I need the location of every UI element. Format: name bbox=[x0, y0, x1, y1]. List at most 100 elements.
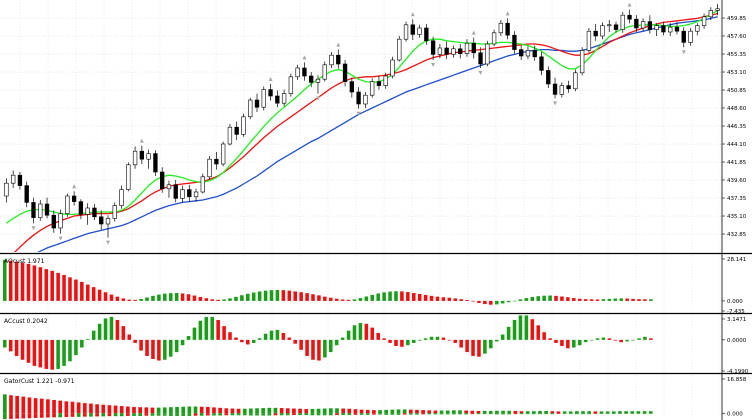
histogram-bar bbox=[631, 298, 635, 301]
histogram-bar bbox=[204, 316, 209, 340]
histogram-bar-lower bbox=[267, 413, 272, 416]
histogram-bar bbox=[500, 334, 505, 340]
histogram-bar bbox=[74, 339, 78, 356]
histogram-bar bbox=[322, 408, 327, 414]
ac-panel: ACcust 0.2042 bbox=[3, 315, 653, 370]
histogram-bar bbox=[85, 284, 90, 301]
histogram-bar bbox=[423, 338, 428, 340]
histogram-bar-lower bbox=[599, 413, 604, 414]
histogram-bar bbox=[411, 339, 416, 343]
histogram-bar-lower bbox=[89, 413, 93, 417]
histogram-bar bbox=[611, 411, 616, 414]
histogram-bar bbox=[364, 296, 369, 301]
fractal-up-icon bbox=[410, 12, 415, 17]
histogram-bar bbox=[285, 408, 290, 414]
histogram-bar bbox=[212, 407, 216, 414]
histogram-bar bbox=[263, 290, 268, 301]
histogram-bar bbox=[548, 295, 552, 301]
histogram-bar bbox=[500, 300, 505, 304]
candle-body bbox=[234, 126, 239, 135]
candle-body bbox=[505, 22, 510, 36]
candle-body bbox=[248, 99, 253, 118]
histogram-bar bbox=[458, 410, 462, 414]
histogram-bar bbox=[358, 323, 363, 340]
histogram-bar bbox=[329, 339, 333, 353]
candle-body bbox=[634, 18, 639, 29]
histogram-bar-lower bbox=[636, 413, 641, 414]
ma-slow-line bbox=[37, 16, 718, 252]
candle-body bbox=[146, 153, 151, 160]
indicator-tick-label: 3.1471 bbox=[727, 317, 746, 323]
histogram-bar-lower bbox=[187, 413, 192, 416]
histogram-bar bbox=[459, 339, 463, 348]
histogram-bar bbox=[175, 406, 179, 414]
candle-body bbox=[369, 81, 375, 96]
candle-body bbox=[315, 78, 321, 83]
histogram-bar bbox=[133, 299, 137, 301]
histogram-bar bbox=[441, 297, 446, 301]
histogram-bar bbox=[423, 294, 428, 301]
indicator-tick-label: 28.141 bbox=[727, 257, 746, 263]
histogram-bar bbox=[329, 297, 333, 301]
histogram-bar-lower bbox=[70, 413, 75, 417]
candle-body bbox=[187, 189, 192, 198]
histogram-bar-lower bbox=[236, 413, 241, 416]
candle-body bbox=[78, 201, 84, 215]
histogram-bar bbox=[68, 277, 72, 301]
histogram-bar-lower bbox=[611, 413, 616, 414]
histogram-bar bbox=[601, 299, 606, 301]
candle-body bbox=[701, 16, 707, 26]
candle-body bbox=[471, 42, 476, 54]
histogram-bar bbox=[127, 334, 132, 340]
histogram-bar-lower bbox=[292, 413, 296, 416]
histogram-bar bbox=[544, 411, 548, 414]
histogram-bar-lower bbox=[593, 413, 598, 414]
histogram-bar bbox=[21, 396, 26, 414]
candle-body bbox=[207, 158, 212, 178]
histogram-bar-lower bbox=[169, 413, 173, 416]
histogram-bar bbox=[525, 411, 530, 414]
histogram-bar-lower bbox=[581, 413, 585, 415]
histogram-bar bbox=[572, 298, 576, 301]
histogram-bar bbox=[471, 300, 475, 302]
histogram-bar bbox=[115, 296, 120, 301]
candle-body bbox=[627, 14, 632, 20]
candle-body bbox=[44, 203, 50, 216]
histogram-bar bbox=[162, 407, 167, 414]
histogram-bar bbox=[20, 262, 25, 301]
histogram-bar-lower bbox=[249, 413, 253, 416]
candle-body bbox=[254, 99, 260, 108]
candle-body bbox=[160, 171, 165, 190]
candle-body bbox=[38, 203, 43, 218]
histogram-bar bbox=[406, 339, 410, 346]
histogram-bar-lower bbox=[76, 413, 81, 417]
histogram-bar bbox=[97, 323, 102, 340]
histogram-bar bbox=[287, 290, 292, 301]
fractal-down-icon bbox=[681, 50, 686, 55]
histogram-bar-lower bbox=[470, 413, 475, 415]
histogram-bar-lower bbox=[181, 413, 186, 416]
histogram-bar bbox=[542, 332, 546, 340]
histogram-bar bbox=[109, 294, 114, 301]
histogram-bar bbox=[346, 330, 351, 340]
histogram-bar bbox=[305, 293, 309, 301]
histogram-bar-lower bbox=[525, 413, 530, 415]
histogram-bar-lower bbox=[126, 413, 130, 416]
candle-body bbox=[4, 182, 9, 197]
histogram-bar bbox=[298, 408, 302, 414]
histogram-bar bbox=[44, 339, 49, 369]
histogram-bar bbox=[384, 409, 389, 414]
candle-body bbox=[10, 174, 16, 184]
ma-fast-line bbox=[6, 9, 718, 224]
histogram-bar bbox=[145, 297, 149, 301]
histogram-bar-lower bbox=[488, 413, 493, 415]
histogram-bar bbox=[127, 299, 132, 301]
histogram-bar-lower bbox=[322, 413, 327, 416]
histogram-bar bbox=[151, 295, 155, 301]
candle-body bbox=[180, 189, 185, 199]
histogram-bar bbox=[408, 409, 413, 414]
histogram-bar-lower bbox=[273, 413, 278, 416]
ma-mid-line bbox=[13, 12, 718, 252]
